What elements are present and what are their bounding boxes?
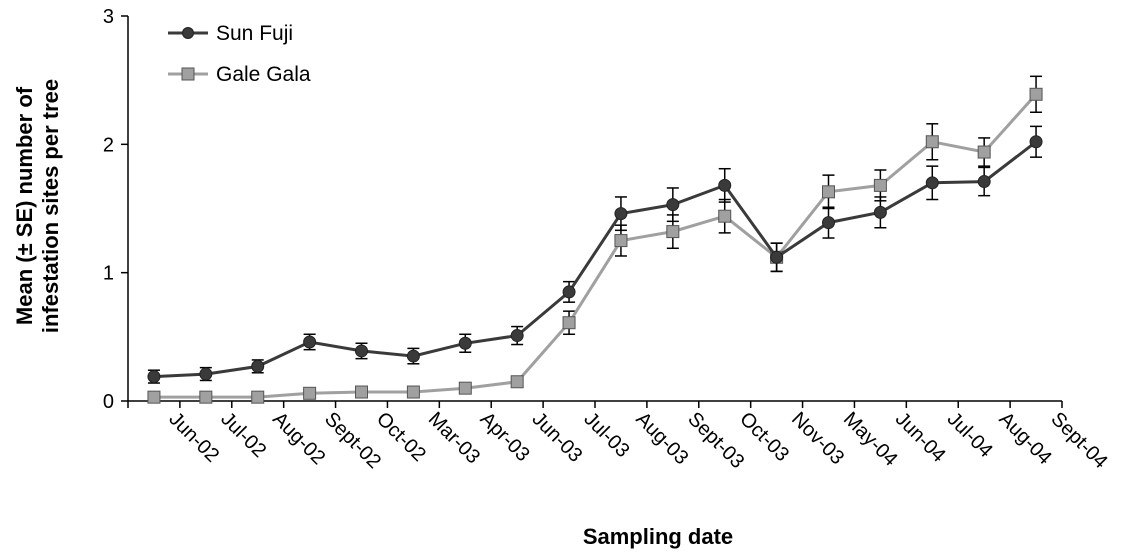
- y-tick-label-0: 0: [103, 391, 114, 413]
- point-sun-fuji-11: [718, 178, 732, 192]
- x-tick-label-15: Jul-04: [943, 408, 997, 462]
- legend-marker-gale-gala: [181, 67, 195, 81]
- point-gale-gala-17: [1029, 87, 1043, 101]
- series-sun-fuji: [147, 125, 1043, 384]
- x-tick-label-7: Jun-03: [528, 408, 587, 467]
- series-line-gale-gala: [153, 93, 1038, 399]
- x-axis-title: Sampling date: [583, 524, 733, 549]
- series-line-sun-fuji: [153, 140, 1038, 379]
- point-gale-gala-7: [510, 375, 524, 389]
- x-tick-label-8: Jul-03: [580, 408, 634, 462]
- point-sun-fuji-5: [406, 349, 420, 363]
- point-sun-fuji-12: [770, 250, 784, 264]
- y-axis-title-line-1: Mean (± SE) number of: [12, 86, 37, 325]
- y-axis-title-line-2: infestation sites per tree: [38, 79, 63, 333]
- point-sun-fuji-15: [925, 176, 939, 190]
- x-tick-label-6: Apr-03: [476, 408, 534, 466]
- point-gale-gala-11: [718, 209, 732, 223]
- x-tick-label-12: Nov-03: [787, 408, 848, 469]
- point-gale-gala-14: [873, 178, 887, 192]
- point-gale-gala-2: [251, 390, 265, 404]
- x-tick-label-14: Jun-04: [891, 408, 950, 467]
- x-tick-label-13: May-04: [839, 408, 902, 471]
- x-tick-label-17: Sept-04: [1047, 408, 1112, 473]
- point-gale-gala-0: [147, 390, 161, 404]
- point-sun-fuji-13: [822, 216, 835, 230]
- point-sun-fuji-3: [303, 335, 317, 349]
- point-gale-gala-3: [303, 386, 317, 400]
- point-sun-fuji-2: [251, 359, 265, 373]
- y-tick-label-1: 1: [103, 263, 114, 285]
- x-tick-label-10: Sept-03: [683, 408, 748, 473]
- point-gale-gala-10: [666, 225, 680, 239]
- y-tick-label-2: 2: [103, 134, 114, 156]
- x-tick-label-16: Aug-04: [995, 408, 1056, 469]
- point-sun-fuji-10: [666, 198, 680, 212]
- point-sun-fuji-6: [458, 336, 472, 350]
- point-sun-fuji-16: [977, 175, 991, 189]
- point-sun-fuji-9: [614, 207, 628, 221]
- y-axis-title: Mean (± SE) number of infestation sites …: [12, 79, 63, 333]
- series-layer: [147, 75, 1043, 404]
- point-sun-fuji-1: [199, 367, 213, 381]
- legend-item-sun-fuji: Sun Fuji: [168, 22, 293, 45]
- point-sun-fuji-14: [873, 205, 887, 219]
- legend-marker-sun-fuji: [182, 27, 194, 39]
- x-tick-label-5: Mar-03: [424, 408, 484, 468]
- point-gale-gala-4: [355, 385, 368, 399]
- legend-label-gale-gala: Gale Gala: [216, 63, 311, 86]
- point-sun-fuji-8: [562, 285, 576, 299]
- x-tick-label-9: Aug-03: [631, 408, 692, 469]
- point-sun-fuji-7: [510, 329, 524, 343]
- x-tick-label-0: Jun-02: [164, 408, 223, 467]
- legend: Sun Fuji Gale Gala: [168, 22, 311, 86]
- point-gale-gala-8: [562, 316, 576, 330]
- x-tick-label-1: Jul-02: [216, 408, 270, 462]
- point-gale-gala-15: [925, 135, 939, 149]
- point-sun-fuji-4: [355, 344, 368, 358]
- legend-item-gale-gala: Gale Gala: [168, 63, 311, 86]
- x-tick-label-2: Aug-02: [268, 408, 329, 469]
- legend-label-sun-fuji: Sun Fuji: [216, 22, 293, 45]
- point-gale-gala-1: [199, 390, 213, 404]
- y-tick-label-3: 3: [103, 6, 114, 28]
- point-gale-gala-5: [406, 385, 420, 399]
- point-gale-gala-6: [458, 381, 472, 395]
- point-sun-fuji-17: [1029, 135, 1043, 149]
- point-gale-gala-9: [614, 234, 628, 248]
- point-gale-gala-13: [822, 185, 835, 199]
- point-gale-gala-16: [977, 145, 991, 159]
- point-sun-fuji-0: [147, 370, 161, 384]
- x-tick-label-3: Sept-02: [320, 408, 385, 473]
